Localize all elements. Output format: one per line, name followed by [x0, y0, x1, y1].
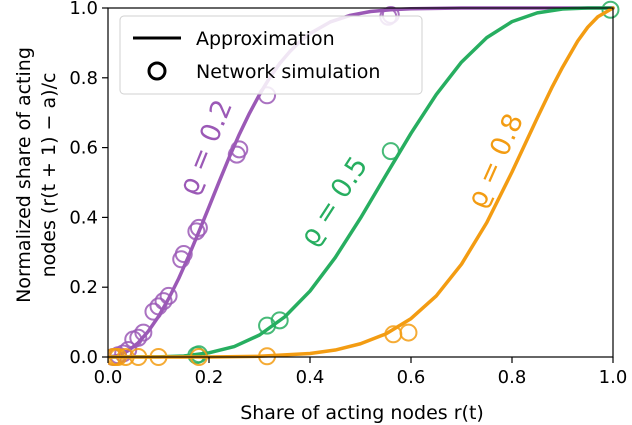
- x-tick-label: 0.2: [195, 367, 224, 388]
- y-tick-label: 1.0: [69, 0, 98, 19]
- legend-box: [119, 15, 423, 95]
- y-tick-label: 0.0: [69, 347, 98, 368]
- axes: 0.0 0.2 0.4 0.6 0.8 1.0 0.0 0.2 0.4 0.6 0.8 1.0: [69, 0, 627, 388]
- legend-entry-network-simulation: Network simulation: [196, 61, 380, 83]
- y-axis-label-line2: nodes (r(t + 1) − a)/c: [38, 73, 60, 278]
- plot-area: [108, 0, 620, 366]
- simulation-point: [129, 328, 148, 347]
- simulation-point: [258, 347, 277, 366]
- legend-entry-approximation: Approximation: [196, 28, 335, 50]
- approximation-line-rho-0.5: [108, 6, 615, 359]
- x-axis-label: Share of acting nodes r(t): [240, 402, 484, 424]
- simulation-point: [134, 323, 153, 342]
- y-tick-label: 0.6: [69, 138, 98, 159]
- simulation-point: [258, 316, 277, 335]
- x-tick-label: 0.0: [94, 367, 123, 388]
- simulation-point: [270, 311, 289, 330]
- legend: Approximation Network simulation: [119, 15, 423, 95]
- simulation-point: [144, 302, 163, 321]
- curve-label-rho-0-2: ϱ = 0.2: [173, 95, 239, 199]
- x-tick-label: 0.6: [397, 367, 426, 388]
- x-tick-label: 1.0: [599, 367, 628, 388]
- y-tick-label: 0.2: [69, 277, 98, 298]
- x-tick-label: 0.8: [498, 367, 527, 388]
- simulation-point: [189, 218, 208, 237]
- simulation-point: [149, 297, 168, 316]
- y-tick-label: 0.4: [69, 207, 98, 228]
- simulation-point: [399, 323, 418, 342]
- plot-frame: [107, 7, 614, 358]
- simulation-point: [230, 140, 249, 159]
- y-tick-label: 0.8: [69, 68, 98, 89]
- legend-circle-marker: [147, 61, 167, 81]
- curve-label-rho-0-5: ϱ = 0.5: [294, 151, 374, 252]
- simulation-point: [159, 286, 178, 305]
- simulation-point: [174, 245, 193, 264]
- simulation-point: [187, 222, 206, 241]
- x-tick-label: 0.4: [296, 367, 325, 388]
- simulation-point: [381, 142, 400, 161]
- y-axis-label-line1: Normalized share of acting: [13, 47, 35, 303]
- approximation-line-rho-0.8: [108, 6, 615, 359]
- curve-label-rho-0-8: ϱ = 0.8: [461, 109, 530, 213]
- simulation-point: [154, 292, 173, 311]
- simulation-point: [601, 0, 620, 19]
